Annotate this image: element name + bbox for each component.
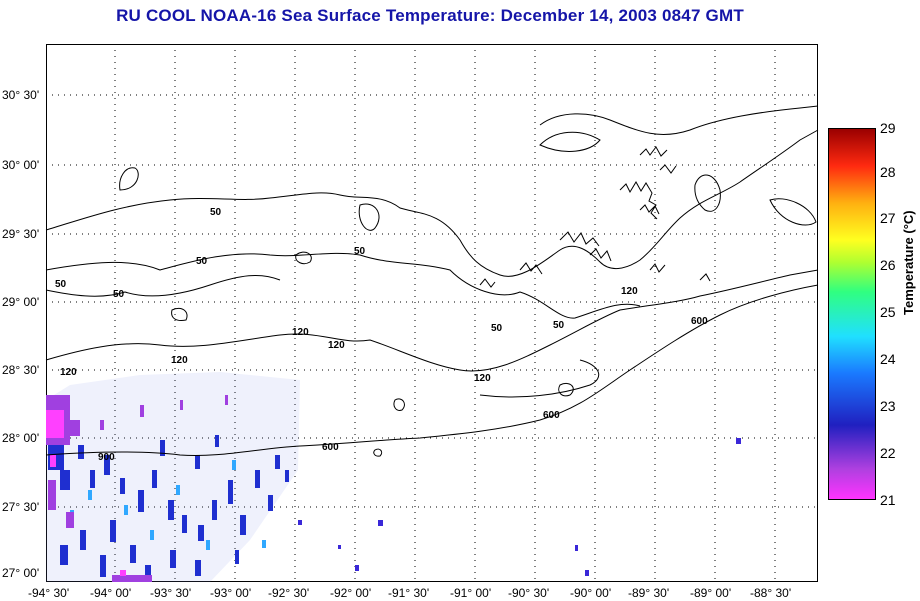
contour-label: 120: [292, 327, 309, 338]
contour-small: [373, 382, 574, 457]
lat-label: 29° 30': [2, 227, 40, 241]
lon-label: -93° 00': [210, 586, 252, 600]
temperature-colorbar: [828, 128, 876, 500]
contour-600: [45, 284, 819, 457]
sst-patch-purple: [46, 372, 300, 582]
lat-label: 30° 30': [2, 88, 40, 102]
lon-label: -92° 30': [268, 586, 310, 600]
contour-label: 120: [474, 373, 491, 384]
contour-label: 50: [491, 323, 503, 334]
lon-label: -88° 30': [750, 586, 792, 600]
contour-label: 600: [543, 410, 560, 421]
colorbar-tick: 26: [880, 257, 896, 273]
lon-label: -89° 30': [628, 586, 670, 600]
lat-label: 28° 30': [2, 363, 40, 377]
contour-label: 600: [322, 442, 339, 453]
lon-label: -91° 30': [388, 586, 430, 600]
coastline-detail: [119, 131, 817, 321]
contour-label: 50: [553, 320, 565, 331]
contour-label: 120: [621, 286, 638, 297]
lon-label: -90° 00': [570, 586, 612, 600]
contour-50b: [45, 275, 281, 297]
lon-label: -89° 00': [690, 586, 732, 600]
lon-label: -91° 00': [450, 586, 492, 600]
contour-label: 50: [196, 256, 208, 267]
contour-600b: [479, 359, 600, 398]
lat-label: 27° 00': [2, 566, 40, 580]
contour-label: 50: [210, 207, 222, 218]
colorbar-tick: 28: [880, 164, 896, 180]
colorbar-tick: 27: [880, 210, 896, 226]
lon-label: -90° 30': [508, 586, 550, 600]
contour-label: 50: [113, 289, 125, 300]
contour-label: 600: [691, 316, 708, 327]
contour-label: 50: [354, 246, 366, 257]
colorbar-tick: 23: [880, 398, 896, 414]
colorbar-tick: 29: [880, 120, 896, 136]
isobath-contours: [45, 252, 819, 457]
lon-label: -92° 00': [330, 586, 372, 600]
contour-50: [45, 252, 641, 319]
lat-label: 28° 00': [2, 431, 40, 445]
sst-data-patch: [46, 372, 741, 582]
colorbar-label: Temperature (°C): [901, 210, 916, 315]
coastline: [45, 105, 819, 277]
map-frame[interactable]: [46, 44, 818, 582]
lat-label: 27° 30': [2, 500, 40, 514]
lon-label: -94° 30': [28, 586, 70, 600]
lat-label: 30° 00': [2, 158, 40, 172]
contour-label: 120: [171, 355, 188, 366]
lon-label: -94° 00': [90, 586, 132, 600]
colorbar-tick: 22: [880, 445, 896, 461]
contour-120: [45, 269, 819, 372]
contour-label: 50: [55, 279, 67, 290]
lon-label: -93° 30': [150, 586, 192, 600]
colorbar-tick: 25: [880, 304, 896, 320]
contour-label: 120: [60, 367, 77, 378]
contour-label: 900: [98, 452, 115, 463]
colorbar-tick: 24: [880, 351, 896, 367]
lat-label: 29° 00': [2, 295, 40, 309]
contour-label: 120: [328, 340, 345, 351]
colorbar-tick: 21: [880, 492, 896, 508]
delta-texture: [479, 146, 711, 288]
map-title: RU COOL NOAA-16 Sea Surface Temperature:…: [116, 6, 744, 25]
